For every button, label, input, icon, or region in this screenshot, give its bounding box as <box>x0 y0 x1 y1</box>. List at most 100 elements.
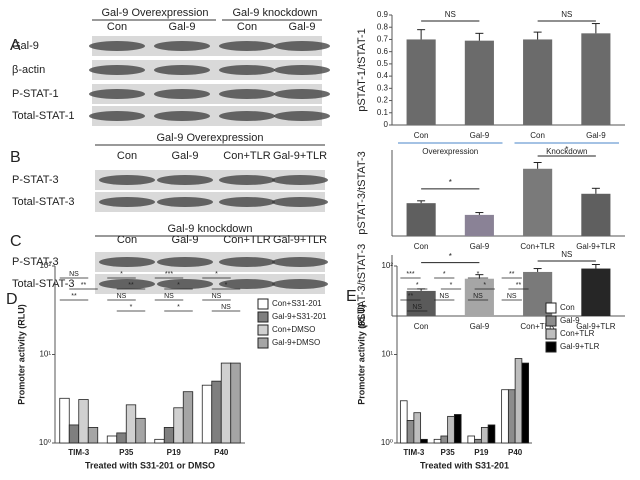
bar <box>464 40 494 125</box>
significance-label: NS <box>164 293 174 300</box>
blot-band <box>154 41 210 51</box>
bar <box>523 39 553 125</box>
row-label: Total-STAT-3 <box>12 196 75 208</box>
legend-swatch <box>545 328 557 340</box>
lane-label: Gal-9 <box>172 234 199 246</box>
row-label: P-STAT-1 <box>12 88 59 100</box>
legend-swatch <box>257 298 269 310</box>
bar <box>163 427 175 444</box>
x-axis-label: Treated with S31-201 <box>420 460 509 470</box>
lane-label: Con <box>107 21 127 33</box>
x-tick-label: Gal-9 <box>470 242 490 251</box>
blot-band <box>272 197 328 207</box>
bar <box>220 362 232 444</box>
bar <box>201 384 213 444</box>
x-tick-label: P35 <box>441 448 456 457</box>
significance-label: * <box>177 282 180 289</box>
significance-label: * <box>120 271 123 278</box>
significance-label: * <box>416 282 419 289</box>
panel-letter: A <box>10 37 21 54</box>
blot-band <box>219 65 275 75</box>
bar <box>406 420 415 444</box>
x-tick-label: TIM-3 <box>403 448 424 457</box>
x-tick-label: P19 <box>474 448 489 457</box>
bar <box>420 438 428 444</box>
significance-label: NS <box>561 10 572 19</box>
lane-label: Con+TLR <box>223 234 270 246</box>
panel-letter: E <box>346 288 357 305</box>
blot-band <box>157 257 213 267</box>
blot-band <box>89 111 145 121</box>
bar <box>487 424 496 444</box>
blot-band <box>219 89 275 99</box>
y-tick-label: 0.9 <box>377 10 389 19</box>
x-tick-label: Gal-9+TLR <box>576 322 616 331</box>
significance-label: * <box>443 271 446 278</box>
significance-label: * <box>449 178 452 187</box>
y-tick-label: 0.2 <box>377 96 389 105</box>
legend-label: Gal-9+S31-201 <box>272 312 327 321</box>
y-tick-label: 0.7 <box>377 35 389 44</box>
panel-letter: B <box>10 149 21 166</box>
y-tick-label: 0 <box>384 120 389 129</box>
y-tick-label: 10² <box>39 261 51 270</box>
x-tick-label: TIM-3 <box>68 448 89 457</box>
blot-band <box>274 111 330 121</box>
y-tick-label: 10⁰ <box>39 438 51 447</box>
legend-label: Gal-9+TLR <box>560 342 600 351</box>
blot-header: Gal-9 Overexpression <box>157 132 264 144</box>
significance-label: * <box>483 282 486 289</box>
y-tick-label: 0.3 <box>377 83 389 92</box>
bar <box>581 193 611 236</box>
legend-label: Con <box>560 303 575 312</box>
row-label: Gal-9 <box>12 40 39 52</box>
bar <box>581 33 611 126</box>
blot-band <box>89 65 145 75</box>
x-tick-label: Con <box>530 131 545 140</box>
blot-band <box>154 65 210 75</box>
x-axis-label: Treated with S31-201 or DMSO <box>85 460 215 470</box>
bar <box>125 404 137 444</box>
blot-band <box>157 279 213 289</box>
row-label: Total-STAT-1 <box>12 110 75 122</box>
lane-label: Con <box>117 234 137 246</box>
y-axis-label: pSTAT-3/tSTAT-3 <box>356 244 368 328</box>
y-axis-label: Promoter activity (RLU) <box>356 304 366 405</box>
significance-label: NS <box>117 293 127 300</box>
bar <box>211 380 222 444</box>
bar <box>230 362 241 444</box>
legend-swatch <box>257 324 269 336</box>
x-tick-label: Con <box>414 242 429 251</box>
legend-swatch <box>545 302 557 314</box>
legend-label: Con+DMSO <box>272 325 315 334</box>
blot-band <box>89 89 145 99</box>
significance-label: * <box>450 282 453 289</box>
blot-band <box>219 175 275 185</box>
significance-label: NS <box>473 293 483 300</box>
blot-band <box>157 197 213 207</box>
significance-label: ** <box>71 293 77 300</box>
blot-band <box>219 41 275 51</box>
blot-band <box>154 111 210 121</box>
blot-band <box>272 175 328 185</box>
y-tick-label: 10² <box>381 261 393 270</box>
bar <box>433 438 442 444</box>
significance-label: * <box>449 252 452 261</box>
significance-label: NS <box>507 293 517 300</box>
bar <box>501 389 509 444</box>
row-label: P-STAT-3 <box>12 174 59 186</box>
y-tick-label: 0.5 <box>377 59 389 68</box>
row-label: P-STAT-3 <box>12 256 59 268</box>
x-tick-label: P40 <box>508 448 523 457</box>
blot-band <box>99 175 155 185</box>
x-tick-label: Gal-9+TLR <box>576 242 616 251</box>
blot-band <box>89 41 145 51</box>
legend-swatch <box>545 315 557 327</box>
bar <box>581 268 611 316</box>
bar <box>135 417 146 444</box>
y-axis-label: pSTAT-1/tSTAT-1 <box>356 28 368 112</box>
legend-label: Gal-9+DMSO <box>272 338 320 347</box>
significance-label: ** <box>509 271 515 278</box>
bar <box>87 427 99 444</box>
group-label: Overexpression <box>422 147 478 156</box>
